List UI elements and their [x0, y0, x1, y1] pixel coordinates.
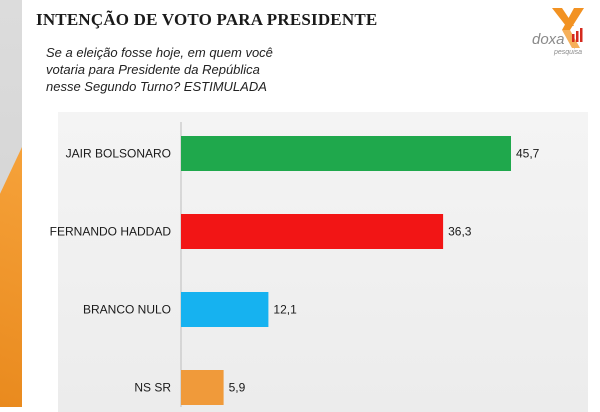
data-label: 5,9 [229, 381, 246, 395]
bar-fernando-haddad [181, 214, 444, 249]
left-decorative-stripe [0, 0, 22, 407]
subtitle-line: Se a eleição fosse hoje, em quem você [46, 45, 273, 60]
logo-tagline-text: pesquisa [553, 49, 582, 56]
bar-ns-sr [181, 370, 224, 405]
page-title: INTENÇÃO DE VOTO PARA PRESIDENTE [36, 10, 378, 29]
question-subtitle: Se a eleição fosse hoje, em quem você vo… [46, 44, 366, 95]
category-label: FERNANDO HADDAD [50, 225, 172, 239]
logo-brand-text: doxa [532, 31, 565, 48]
subtitle-line: votaria para Presidente da República [46, 62, 260, 77]
category-label: BRANCO NULO [83, 303, 171, 317]
category-label: JAIR BOLSONARO [66, 147, 171, 161]
doxa-logo: doxa pesquisa [532, 8, 584, 56]
bar-jair-bolsonaro [181, 136, 511, 171]
orange-accent-band [0, 147, 22, 407]
subtitle-line: nesse Segundo Turno? ESTIMULADA [46, 79, 267, 94]
logo-mark-icon [552, 8, 584, 48]
data-label: 36,3 [448, 225, 472, 239]
category-label: NS SR [134, 381, 171, 395]
data-label: 12,1 [273, 303, 297, 317]
bar-branco-nulo [181, 292, 269, 327]
data-label: 45,7 [516, 147, 540, 161]
